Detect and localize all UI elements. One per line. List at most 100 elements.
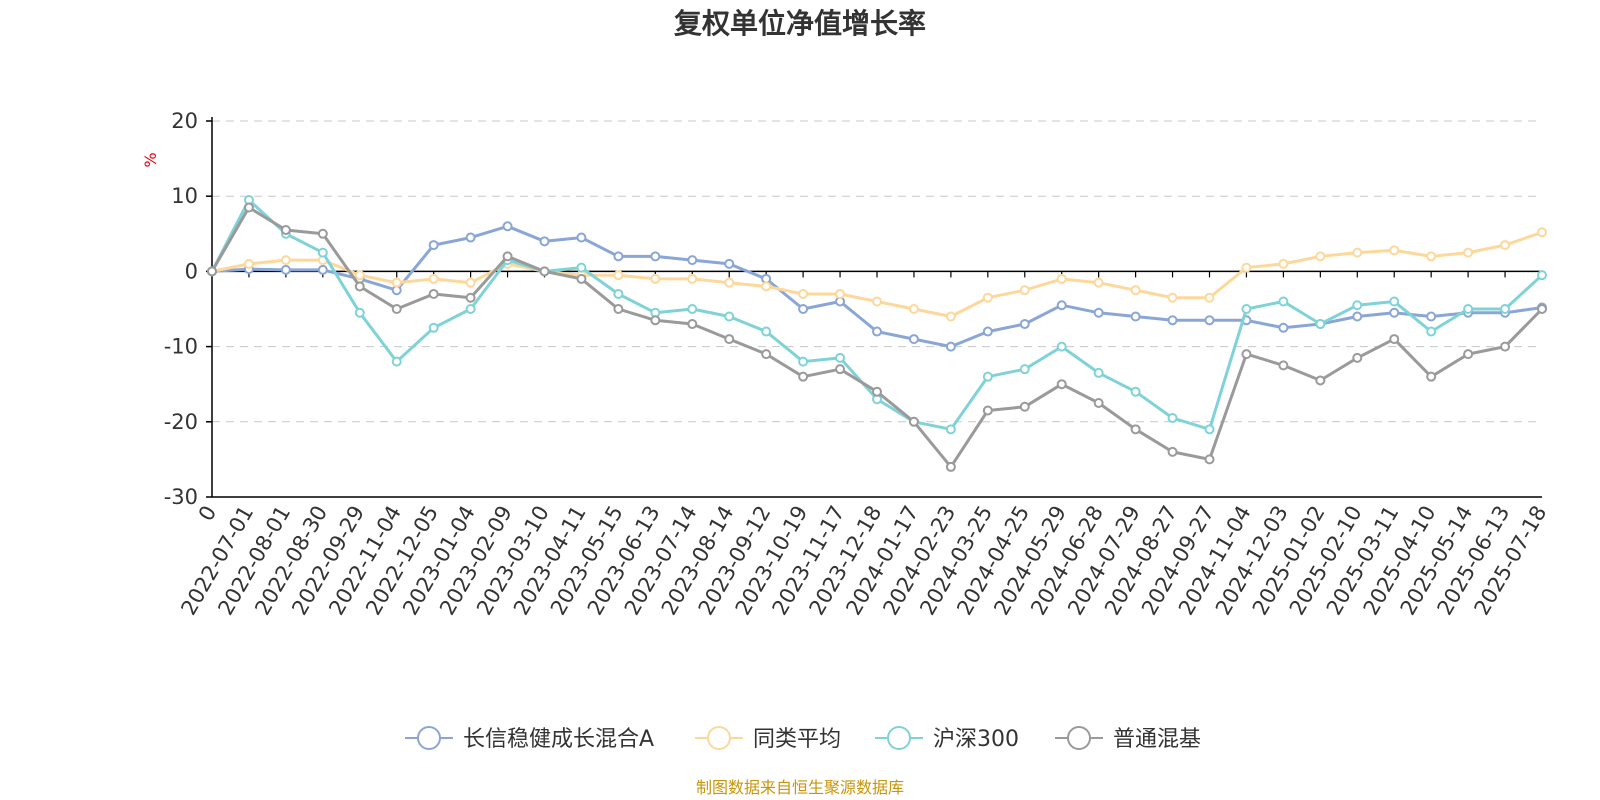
data-point [1204, 454, 1215, 465]
y-axis-unit: % [141, 152, 160, 167]
data-point [1389, 296, 1400, 307]
legend-marker [707, 726, 731, 750]
data-point [724, 311, 735, 322]
data-point [945, 341, 956, 352]
data-point [354, 307, 365, 318]
data-point [391, 277, 402, 288]
x-tick-label: 0 [194, 502, 221, 526]
data-point [1130, 311, 1141, 322]
data-point [1463, 349, 1474, 360]
data-point [1056, 341, 1067, 352]
data-point [613, 288, 624, 299]
data-point [724, 258, 735, 269]
data-point [613, 304, 624, 314]
data-point [1056, 379, 1067, 390]
data-point [761, 281, 772, 292]
legend-item: 同类平均 [695, 726, 841, 752]
data-point [1093, 307, 1104, 318]
y-tick-label: -10 [164, 335, 198, 359]
data-point [872, 296, 882, 307]
data-point [1537, 227, 1547, 238]
series-line [210, 206, 1544, 469]
data-point [317, 228, 328, 239]
data-point [280, 255, 291, 266]
data-point [1463, 247, 1474, 258]
data-point [1130, 285, 1141, 296]
data-point [1315, 375, 1326, 386]
data-point [1500, 240, 1511, 251]
data-point [872, 386, 882, 397]
series-group [207, 202, 1547, 472]
data-point [798, 304, 809, 314]
data-point [1130, 424, 1141, 435]
data-point [1352, 311, 1363, 322]
data-point [1426, 311, 1437, 322]
data-point [835, 352, 846, 363]
data-point [428, 288, 439, 299]
data-point [761, 326, 772, 337]
data-point [798, 371, 809, 382]
data-point [908, 304, 919, 314]
data-point [1241, 262, 1252, 273]
legend-label: 普通混基 [1113, 727, 1201, 752]
data-point [1352, 352, 1363, 363]
data-point [1463, 304, 1474, 314]
data-point [1167, 292, 1178, 303]
data-point [908, 334, 919, 345]
data-point [539, 266, 550, 277]
data-point [1241, 304, 1252, 314]
data-point [1426, 251, 1437, 262]
legend-label: 沪深300 [933, 727, 1019, 752]
data-point [1352, 300, 1363, 311]
data-point [280, 225, 291, 236]
data-point [465, 232, 476, 243]
data-point [1204, 292, 1215, 303]
data-point [1056, 273, 1067, 284]
data-point [1167, 413, 1178, 424]
data-point [428, 240, 439, 251]
legend-marker [1067, 726, 1091, 750]
data-point [1019, 319, 1030, 330]
data-point [1315, 251, 1326, 262]
data-point [207, 266, 217, 277]
series-lines [207, 194, 1547, 472]
data-point [982, 405, 993, 416]
data-point [687, 319, 698, 330]
data-point [576, 232, 587, 243]
legend-label: 同类平均 [753, 727, 841, 752]
data-point [1278, 258, 1289, 269]
data-point [945, 424, 956, 435]
data-point [1093, 367, 1104, 378]
data-point [1500, 304, 1511, 314]
data-point [1389, 245, 1400, 256]
data-point [539, 236, 550, 247]
data-point [317, 247, 328, 258]
data-point [1167, 315, 1178, 326]
data-point [872, 326, 882, 337]
data-point [1389, 334, 1400, 345]
series-group [207, 221, 1547, 352]
data-point [465, 304, 476, 314]
data-source-note: 制图数据来自恒生聚源数据库 [696, 778, 904, 797]
data-point [982, 371, 993, 382]
legend-item: 沪深300 [875, 726, 1019, 752]
data-point [835, 364, 846, 375]
data-point [317, 264, 328, 275]
data-point [1352, 247, 1363, 258]
data-point [1278, 296, 1289, 307]
data-point [502, 221, 513, 232]
data-point [724, 334, 735, 345]
data-point [1241, 349, 1252, 360]
data-point [982, 292, 993, 303]
data-point [576, 273, 587, 284]
data-point [1093, 277, 1104, 288]
y-tick-label: -20 [164, 410, 198, 434]
data-point [908, 416, 919, 427]
legend-marker [887, 726, 911, 750]
data-point [650, 273, 661, 284]
data-point [1130, 386, 1141, 397]
data-point [1019, 364, 1030, 375]
legend-item: 普通混基 [1055, 726, 1201, 752]
data-point [650, 251, 661, 262]
